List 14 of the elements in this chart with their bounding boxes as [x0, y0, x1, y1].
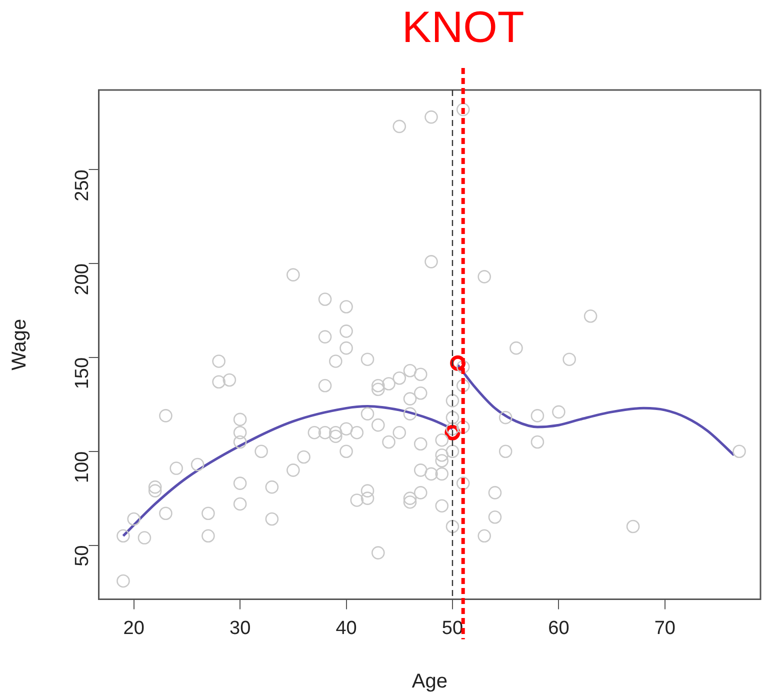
y-axis-title: Wage [8, 318, 31, 370]
x-tick-label: 60 [548, 618, 570, 639]
x-axis-title: Age [412, 670, 448, 693]
y-tick-label: 150 [72, 357, 94, 390]
ref-line-label: KNOT [402, 3, 524, 52]
y-tick-label: 50 [72, 545, 94, 566]
y-tick-label: 250 [72, 170, 94, 202]
x-tick-label: 50 [442, 618, 464, 639]
x-tick-label: 20 [123, 618, 144, 639]
x-tick-label: 30 [229, 618, 251, 639]
y-tick-label: 100 [72, 451, 94, 484]
y-tick-label: 200 [72, 264, 94, 296]
x-tick-label: 70 [654, 618, 676, 639]
x-tick-label: 40 [336, 618, 357, 639]
